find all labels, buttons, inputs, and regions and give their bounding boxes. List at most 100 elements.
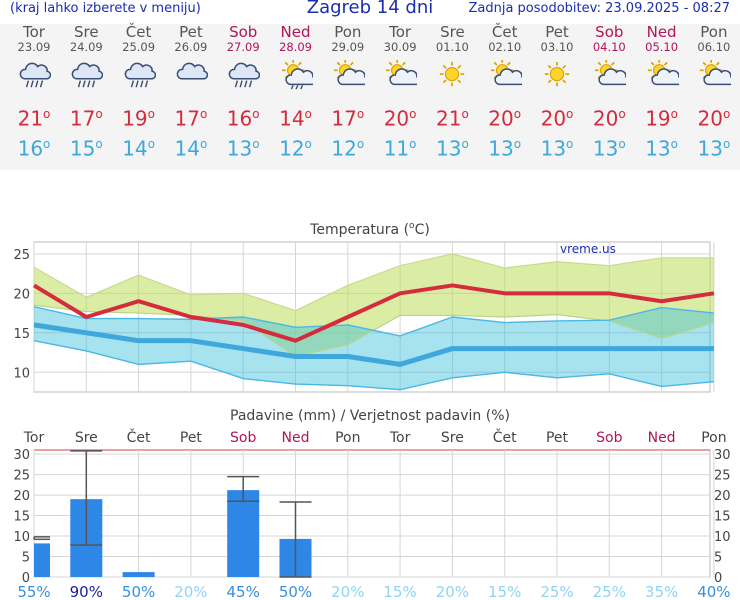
min-temperature: 11o	[374, 131, 426, 162]
day-name: Sre	[74, 23, 99, 41]
degree-symbol: o	[356, 107, 365, 121]
min-temperature-value: 13	[540, 136, 567, 161]
probability-label: 25%	[540, 583, 573, 600]
degree-symbol: o	[304, 136, 312, 151]
y-tick-label-right: 25	[714, 469, 731, 484]
max-temperature: 17o	[60, 102, 112, 131]
min-temperature: 12o	[322, 131, 374, 162]
y-tick-label-right: 20	[714, 489, 731, 504]
probability-label: 20%	[331, 583, 364, 600]
x-tick-label: Ned	[648, 430, 676, 446]
max-temperature-value: 17	[174, 106, 200, 131]
degree-symbol: o	[95, 136, 103, 151]
rain-cloud-icon	[124, 62, 156, 88]
max-temperature-value: 17	[69, 106, 96, 131]
day-column: Pon 06.10 20o 13o	[688, 24, 740, 161]
max-temperature-value: 16	[226, 106, 253, 131]
day-date: 02.10	[488, 40, 522, 54]
min-temperature-value: 13	[592, 136, 619, 161]
x-tick-label: Ned	[282, 430, 310, 446]
probability-label: 25%	[593, 583, 626, 600]
min-upper-line	[33, 306, 714, 337]
max-temperature: 20o	[374, 102, 426, 131]
day-date: 30.09	[383, 40, 417, 54]
min-temperature: 13o	[688, 131, 740, 162]
x-tick-label: Sob	[596, 430, 622, 446]
min-temperature: 12o	[270, 131, 322, 162]
max-temperature-value: 20	[592, 106, 619, 131]
min-temperature: 14o	[165, 131, 217, 162]
min-temperature-line	[33, 322, 714, 367]
min-temperature: 13o	[217, 131, 269, 162]
min-temperature-value: 16	[17, 136, 44, 161]
y-tick-label-right: 15	[714, 510, 731, 525]
min-temperature-value: 13	[435, 136, 462, 161]
max-temperature: 14o	[270, 102, 322, 131]
min-temperature-value: 13	[697, 136, 723, 161]
degree-symbol: o	[566, 107, 574, 121]
y-tick-label: 15	[13, 327, 30, 342]
day-name: Tor	[23, 23, 45, 41]
day-name: Sob	[595, 23, 624, 41]
day-date: 23.09	[17, 40, 51, 54]
x-tick-label: Tor	[23, 430, 45, 446]
degree-symbol: o	[147, 136, 155, 151]
min-temperature-value: 15	[69, 136, 96, 161]
max-temperature-value: 21	[17, 106, 44, 131]
degree-symbol: o	[461, 136, 469, 151]
probability-label: 50%	[279, 583, 312, 600]
degree-symbol: o	[409, 136, 417, 151]
degree-symbol: o	[252, 107, 260, 121]
day-name: Sre	[440, 23, 465, 41]
day-date: 04.10	[592, 40, 626, 54]
degree-symbol: o	[722, 136, 731, 151]
y-tick-label-right: 0	[714, 571, 722, 586]
day-name: Pet	[545, 23, 569, 41]
day-column: Čet 02.10 20o 13o	[479, 24, 531, 161]
min-range-band	[34, 306, 714, 390]
min-temperature-value: 11	[383, 136, 410, 161]
day-name: Čet	[491, 23, 518, 41]
max-temperature-value: 20	[540, 106, 567, 131]
max-temperature: 20o	[688, 102, 740, 131]
day-name: Pon	[700, 23, 728, 41]
probability-label: 15%	[488, 583, 521, 600]
min-temperature-value: 13	[488, 136, 514, 161]
day-column: Sre 24.09 17o 15o	[60, 24, 112, 161]
min-temperature: 13o	[479, 131, 531, 162]
day-name: Ned	[280, 23, 311, 41]
day-date: 24.09	[69, 40, 103, 54]
x-tick-label: Pet	[180, 430, 203, 446]
degree-symbol: o	[356, 136, 365, 151]
day-name: Ned	[646, 23, 677, 41]
day-column: Sob 04.10 20o 13o	[583, 24, 635, 161]
chart-title: Padavine (mm) / Verjetnost padavin (%)	[230, 408, 510, 424]
y-tick-label-right: 5	[714, 551, 722, 566]
degree-symbol: o	[618, 107, 626, 121]
y-tick-label: 0	[22, 571, 30, 586]
degree-symbol: o	[95, 107, 103, 121]
temperature-chart: Temperatura (oC) 10 15 20 25 vreme.us	[13, 221, 715, 393]
sun-cloud-icon	[333, 59, 369, 86]
probability-label: 15%	[383, 583, 416, 600]
y-tick-label-right: 10	[714, 530, 731, 545]
degree-symbol: o	[513, 107, 522, 121]
sun-icon	[440, 61, 465, 87]
day-name: Pon	[334, 23, 362, 41]
degree-symbol: o	[461, 107, 469, 121]
degree-symbol: o	[43, 107, 51, 121]
x-tick-label: Čet	[127, 428, 151, 446]
probability-label: 20%	[436, 583, 469, 600]
max-temperature: 20o	[583, 102, 635, 131]
day-column: Sob 27.09 16o 13o	[217, 24, 269, 161]
max-temperature: 16o	[217, 102, 269, 131]
min-temperature: 13o	[583, 131, 635, 162]
day-column: Ned 05.10 19o 13o	[636, 24, 688, 161]
max-temperature: 21o	[8, 102, 60, 131]
degree-symbol: o	[670, 107, 678, 121]
x-tick-label: Sre	[75, 430, 98, 446]
day-date: 27.09	[226, 40, 260, 54]
location-menu-hint[interactable]: (kraj lahko izberete v meniju)	[10, 1, 201, 16]
min-temperature: 15o	[60, 131, 112, 162]
x-tick-label: Pet	[546, 430, 569, 446]
